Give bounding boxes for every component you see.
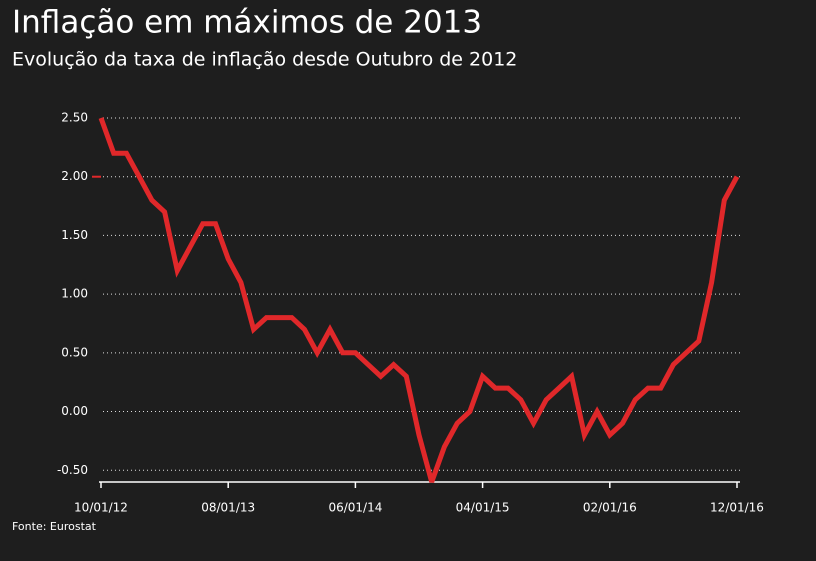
source: Fonte: Eurostat	[12, 520, 97, 533]
y-tick-label: 0.00	[61, 404, 88, 418]
x-tick-label: 10/01/12	[74, 501, 128, 515]
y-tick-label: 1.50	[61, 228, 88, 242]
x-tick-label: 04/01/15	[456, 501, 510, 515]
y-tick-label: 0.50	[61, 345, 88, 359]
y-tick-label: 2.50	[61, 111, 88, 125]
chart-title: Inflação em máximos de 2013	[12, 5, 482, 41]
x-tick-label: 08/01/13	[201, 501, 255, 515]
line	[98, 117, 740, 483]
y-tick-label: 1.00	[61, 287, 88, 301]
chart-subtitle: Evolução da taxa de inflação desde Outub…	[12, 49, 517, 71]
y-tick-label: -0.50	[57, 463, 88, 477]
x-tick-label: 12/01/16	[710, 501, 764, 515]
x-tick-label: 02/01/16	[583, 501, 637, 515]
y-tick-label: 2.00	[61, 169, 88, 183]
x-tick-label: 06/01/14	[328, 501, 382, 515]
